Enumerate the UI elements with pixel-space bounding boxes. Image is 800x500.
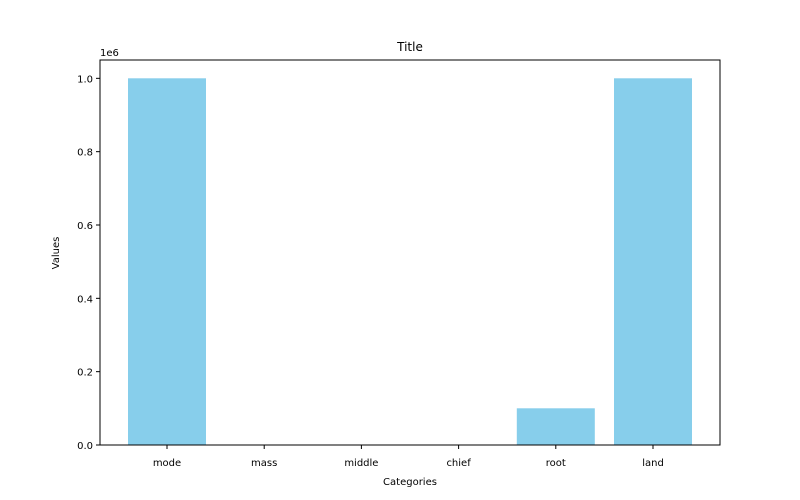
plot-frame xyxy=(99,59,721,446)
bar-land xyxy=(614,78,692,446)
chart-title: Title xyxy=(396,40,423,54)
y-axis-label: Values xyxy=(51,237,62,270)
x-tick-label-root: root xyxy=(546,458,566,469)
y-tick-label-2: 0.4 xyxy=(77,294,93,305)
x-axis-label: Categories xyxy=(383,477,437,488)
x-axis: mode mass middle chief root land xyxy=(153,445,664,469)
x-tick-label-chief: chief xyxy=(446,458,471,469)
x-tick-label-mass: mass xyxy=(251,458,277,469)
y-tick-label-0: 0.0 xyxy=(77,441,93,452)
y-tick-label-5: 1.0 xyxy=(77,74,93,85)
bar-root xyxy=(516,408,595,445)
x-tick-label-mode: mode xyxy=(153,458,181,469)
x-tick-label-middle: middle xyxy=(344,458,378,469)
x-tick-label-land: land xyxy=(642,458,664,469)
bars-group xyxy=(128,78,692,446)
y-axis: 0.0 0.2 0.4 0.6 0.8 1.0 xyxy=(77,74,100,452)
y-tick-label-3: 0.6 xyxy=(77,221,93,232)
y-axis-scale-label: 1e6 xyxy=(100,48,119,59)
y-tick-label-1: 0.2 xyxy=(77,368,93,379)
y-tick-label-4: 0.8 xyxy=(77,148,93,159)
bar-mode xyxy=(128,78,206,446)
